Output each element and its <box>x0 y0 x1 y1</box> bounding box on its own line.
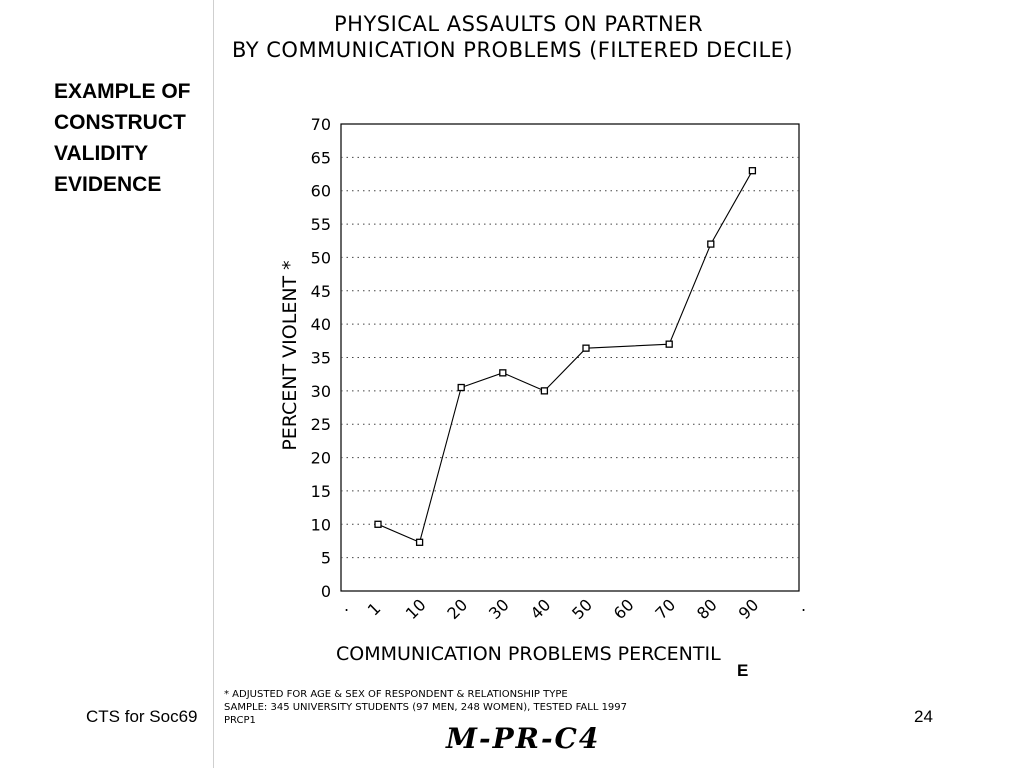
x-tick-label: 10 <box>402 595 430 623</box>
footnote: * ADJUSTED FOR AGE & SEX OF RESPONDENT &… <box>224 689 568 700</box>
y-tick-label: 70 <box>311 115 331 134</box>
x-tick-label: 60 <box>610 595 638 623</box>
series-line <box>377 170 753 544</box>
y-tick-label: 30 <box>311 382 331 401</box>
chart-footnotes: * ADJUSTED FOR AGE & SEX OF RESPONDENT &… <box>224 688 627 727</box>
chart-title-line: PHYSICAL ASSAULTS ON PARTNER <box>334 12 704 36</box>
y-tick-label: 65 <box>311 148 331 167</box>
y-tick-label: 60 <box>311 182 331 201</box>
y-tick-label: 45 <box>311 282 331 301</box>
heading-line: EXAMPLE OF <box>54 80 191 103</box>
data-point <box>582 344 590 352</box>
slide-heading: EXAMPLE OF CONSTRUCT VALIDITY EVIDENCE <box>54 76 224 200</box>
plot-frame <box>340 123 800 592</box>
y-tick-label: 10 <box>311 515 331 534</box>
page-number: 24 <box>914 707 933 726</box>
footnote: PRCP1 <box>224 715 256 726</box>
y-tick-label: 25 <box>311 415 331 434</box>
data-point <box>499 369 507 377</box>
footnote: SAMPLE: 345 UNIVERSITY STUDENTS (97 MEN,… <box>224 702 628 713</box>
x-tick-label: 30 <box>485 595 513 623</box>
data-point <box>540 387 549 395</box>
y-tick-label: 0 <box>321 582 331 601</box>
data-point <box>748 167 757 175</box>
heading-line: VALIDITY <box>54 142 149 165</box>
heading-line: EVIDENCE <box>54 173 162 196</box>
x-axis-label: COMMUNICATION PROBLEMS PERCENTIL <box>336 643 721 665</box>
x-axis-end-dot: . <box>344 596 349 615</box>
y-tick-label: 35 <box>311 349 331 368</box>
x-axis-end-dot: . <box>801 596 806 615</box>
heading-line: CONSTRUCT <box>54 111 186 134</box>
y-tick-label: 5 <box>321 549 331 568</box>
y-axis-label: PERCENT VIOLENT * <box>279 260 301 450</box>
y-tick-label: 50 <box>311 248 331 267</box>
data-point <box>665 340 673 348</box>
x-tick-label: 40 <box>527 595 555 623</box>
y-tick-label: 20 <box>311 449 331 468</box>
x-tick-label: 90 <box>735 595 763 623</box>
footer-course-label: CTS for Soc69 <box>86 707 198 726</box>
data-point <box>374 520 382 528</box>
handwritten-code: M-PR-C4 <box>446 722 601 755</box>
chart-title-line: BY COMMUNICATION PROBLEMS (FILTERED DECI… <box>232 38 794 62</box>
x-tick-label: 80 <box>693 595 721 623</box>
data-point <box>415 538 424 546</box>
y-tick-label: 15 <box>311 482 331 501</box>
data-point <box>457 383 465 392</box>
x-axis-label-tail: E <box>737 661 748 680</box>
scanned-chart-page: PHYSICAL ASSAULTS ON PARTNER BY COMMUNIC… <box>213 0 1024 768</box>
line-chart: 0 5 10 15 20 25 30 35 40 45 50 55 60 65 70. . 1 10 20 30 40 5… <box>279 115 806 680</box>
y-tick-label: 40 <box>311 315 331 334</box>
x-tick-label: 70 <box>651 595 679 623</box>
y-tick-label: 55 <box>311 215 331 234</box>
x-tick-label: 1 <box>364 599 385 620</box>
x-tick-label: 50 <box>568 595 596 623</box>
x-tick-label: 20 <box>443 595 471 623</box>
data-point <box>707 240 715 248</box>
